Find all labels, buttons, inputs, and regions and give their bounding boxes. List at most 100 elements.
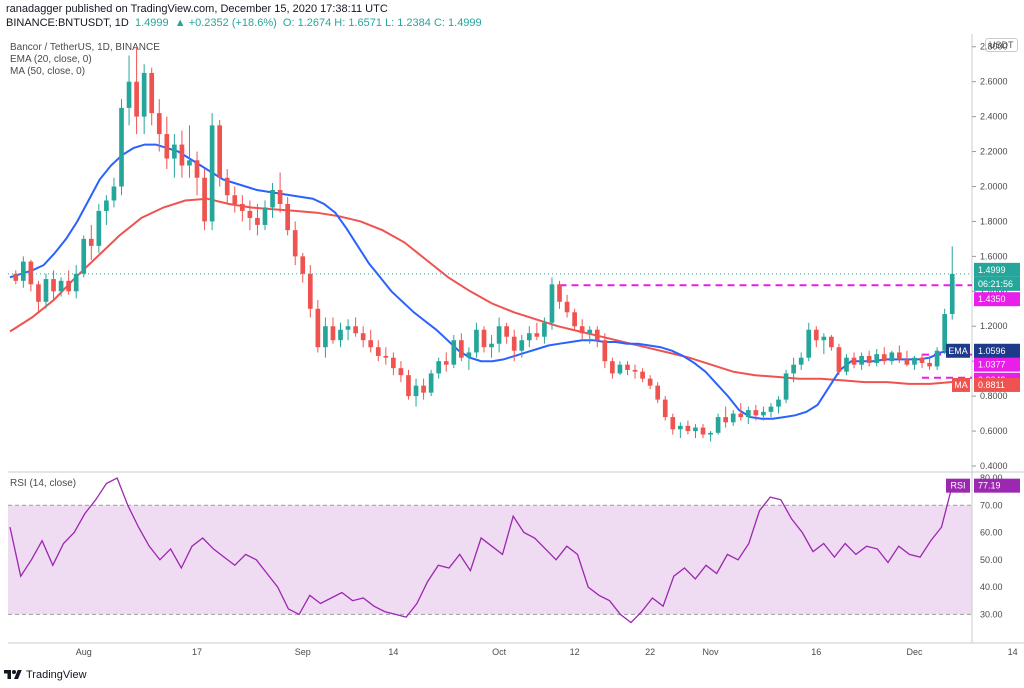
- candle: [104, 195, 109, 225]
- candle: [141, 64, 147, 135]
- candle-body: [685, 425, 691, 432]
- candle-body: [383, 355, 389, 358]
- candle: [172, 134, 177, 178]
- candle-body: [232, 195, 238, 204]
- candle: [345, 319, 351, 341]
- candle: [678, 422, 683, 439]
- candle-body: [353, 326, 358, 334]
- ema-value-label-bg: [974, 343, 1020, 358]
- candle: [330, 317, 336, 344]
- candle: [58, 277, 64, 297]
- candle-body: [247, 210, 253, 218]
- time-tick-label: Oct: [492, 647, 507, 657]
- candle: [164, 116, 170, 170]
- candle-body: [700, 427, 706, 435]
- candle-body: [104, 200, 109, 211]
- candle-body: [753, 410, 759, 416]
- candle-body: [526, 333, 532, 341]
- candle-body: [511, 336, 517, 351]
- rsi-tick-label: 30.00: [980, 609, 1003, 619]
- candle-body: [111, 186, 117, 201]
- candle-body: [655, 385, 661, 400]
- rsi-band: [8, 505, 972, 615]
- candle-body: [730, 413, 736, 423]
- candle-body: [398, 368, 404, 376]
- candle-body: [625, 364, 630, 370]
- candle-body: [209, 125, 215, 222]
- candle: [20, 256, 26, 288]
- candle: [723, 406, 729, 428]
- candle: [934, 347, 940, 370]
- candle-body: [617, 364, 623, 374]
- candle-body: [277, 189, 283, 204]
- candle-body: [610, 361, 615, 374]
- candle-body: [670, 417, 676, 430]
- candle: [708, 431, 713, 442]
- candle: [353, 317, 358, 337]
- last-price: 1.4999: [134, 17, 169, 29]
- candle: [323, 317, 328, 358]
- ma-value-label-tag: MA: [954, 380, 968, 390]
- rsi-tick-label: 80.00: [980, 473, 1003, 483]
- candle-body: [579, 326, 585, 334]
- candle: [927, 355, 932, 370]
- candle-body: [738, 413, 744, 418]
- candle-body: [942, 314, 948, 351]
- candle-body: [43, 279, 49, 302]
- candle-body: [330, 326, 336, 341]
- time-tick-label: Aug: [76, 647, 92, 657]
- candle: [209, 113, 215, 231]
- candle-body: [149, 72, 155, 114]
- candle: [496, 317, 502, 353]
- candle-body: [678, 425, 683, 430]
- main-legend: Bancor / TetherUS, 1D, BINANCE EMA (20, …: [10, 42, 160, 78]
- rsi-tick-label: 50.00: [980, 555, 1003, 565]
- candle: [489, 334, 494, 358]
- price-tick-label: 2.2000: [980, 147, 1008, 157]
- candle: [594, 326, 600, 348]
- candle: [693, 424, 698, 439]
- time-tick-label: Sep: [295, 647, 311, 657]
- candle: [806, 322, 812, 362]
- candle: [194, 151, 200, 196]
- ma50-line: [9, 197, 953, 385]
- candle-body: [96, 210, 102, 246]
- candle: [851, 352, 857, 369]
- last-price-label-bg: [974, 262, 1020, 277]
- candle-body: [662, 399, 668, 418]
- candle-body: [519, 340, 525, 351]
- candle-body: [307, 273, 313, 309]
- candle: [413, 378, 419, 407]
- candle-body: [443, 361, 449, 365]
- ma-value-label: 0.8811: [978, 380, 1005, 390]
- candle-body: [224, 177, 230, 196]
- candle-body: [481, 329, 487, 348]
- candle: [217, 120, 223, 187]
- time-tick-label: 16: [811, 647, 821, 657]
- candle-body: [851, 357, 857, 365]
- level-label-bg: [974, 357, 1020, 372]
- currency-badge[interactable]: USDT: [985, 38, 1018, 52]
- countdown-label-bg: [974, 276, 1020, 291]
- legend-ema: EMA (20, close, 0): [10, 54, 92, 65]
- candle-body: [134, 81, 139, 117]
- candle: [745, 406, 751, 425]
- candle: [874, 348, 880, 367]
- candle-body: [889, 352, 895, 362]
- candle-body: [164, 134, 170, 159]
- price-tick-label: 1.6000: [980, 251, 1008, 261]
- candle: [179, 130, 185, 178]
- candle: [474, 322, 479, 358]
- rsi-tick-label: 60.00: [980, 528, 1003, 538]
- candle-body: [776, 399, 781, 407]
- candle-body: [783, 373, 789, 400]
- time-tick-label: 12: [570, 647, 580, 657]
- tradingview-logo-icon: [4, 670, 22, 679]
- rsi-tick-label: 70.00: [980, 500, 1003, 510]
- candle: [224, 169, 230, 204]
- candle: [919, 354, 925, 369]
- last-price-label: 1.4999: [978, 265, 1006, 275]
- candle: [292, 221, 298, 266]
- candle-body: [323, 326, 328, 348]
